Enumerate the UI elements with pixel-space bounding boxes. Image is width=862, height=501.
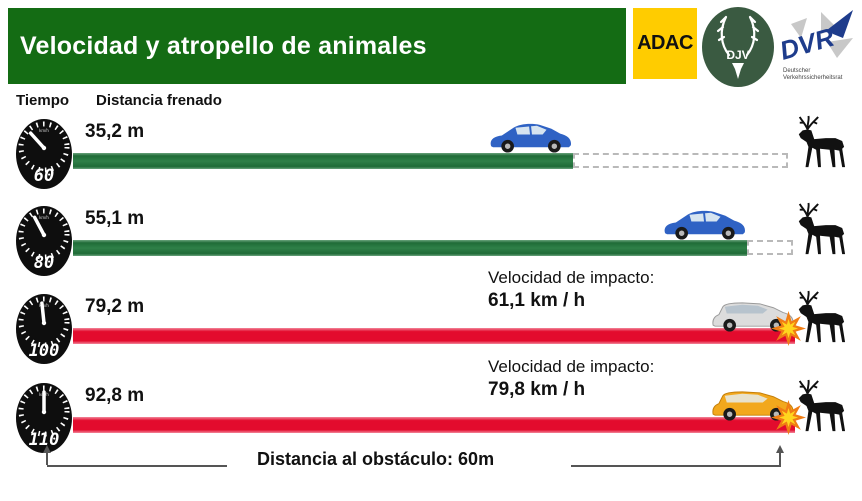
gauge-needle: [40, 301, 46, 325]
deer-icon: [798, 290, 846, 343]
djv-deer-head-icon: [732, 63, 744, 79]
deer-icon: [798, 115, 846, 168]
impact-label: Velocidad de impacto:: [488, 268, 655, 287]
speed-row-60: km/h 60 35,2 m: [0, 115, 862, 203]
impact-annotation: Velocidad de impacto: 61,1 km / h: [488, 268, 654, 312]
speed-row-110: km/h 110 92,8 m Velocidad de impacto: 79…: [0, 357, 862, 467]
djv-antlers-icon: [716, 15, 760, 57]
dvr-subtitle-line1: Deutscher: [783, 68, 811, 74]
braking-distance-bar: [73, 417, 795, 433]
braking-distance-bar: [73, 328, 795, 344]
column-label-distancia: Distancia frenado: [96, 92, 222, 109]
dimension-arrow-left: [43, 445, 51, 453]
dvr-subtitle-line2: Verkehrssicherheitsrat: [783, 75, 843, 81]
gauge-unit-label: km/h: [39, 303, 49, 308]
column-label-tiempo: Tiempo: [16, 92, 70, 109]
djv-logo-text: DJV: [726, 48, 749, 62]
gauge-speed-value: 100: [29, 341, 60, 361]
impact-value: 61,1 km / h: [488, 290, 586, 311]
blue-car-icon: [490, 123, 572, 153]
speedometer-80: km/h 80: [16, 206, 72, 276]
impact-star-icon: [771, 400, 806, 435]
adac-logo: ADAC: [633, 8, 697, 79]
gauge-needle: [32, 215, 46, 237]
gauge-unit-label: km/h: [39, 128, 49, 133]
remaining-distance-dashed-box: [747, 240, 793, 255]
dvr-subtitle: Deutscher Verkehrssicherheitsrat: [783, 68, 842, 82]
braking-distance-label: 92,8 m: [85, 385, 145, 406]
header-banner: Velocidad y atropello de animales: [8, 8, 626, 84]
braking-distance-label: 35,2 m: [85, 121, 145, 142]
page-title: Velocidad y atropello de animales: [20, 31, 427, 60]
impact-annotation: Velocidad de impacto: 79,8 km / h: [488, 357, 654, 401]
dimension-line-left: [47, 465, 227, 467]
gauge-needle: [28, 131, 46, 150]
gauge-speed-value: 110: [29, 430, 60, 450]
dvr-pinwheel-icon: [827, 38, 853, 58]
dvr-logo-text: DVR: [781, 22, 838, 66]
djv-logo: DJV: [702, 7, 774, 87]
impact-star-icon: [771, 311, 806, 346]
dimension-tick-left: [46, 452, 48, 465]
speed-row-80: km/h 80 55,1 m: [0, 202, 862, 290]
remaining-distance-dashed-box: [573, 153, 788, 168]
blue-car-icon: [664, 210, 746, 240]
speedometer-110: km/h 110: [16, 383, 72, 453]
speedometer-60: km/h 60: [16, 119, 72, 189]
adac-logo-text: ADAC: [637, 32, 693, 54]
gauge-speed-value: 80: [34, 253, 54, 273]
deer-icon: [798, 379, 846, 432]
silver-car-icon: [712, 302, 794, 332]
deer-icon: [798, 202, 846, 255]
speedometer-100: km/h 100: [16, 294, 72, 364]
braking-distance-label: 55,1 m: [85, 208, 145, 229]
obstacle-distance-label: Distancia al obstáculo: 60m: [257, 449, 495, 469]
dvr-arrow-icon: [827, 10, 853, 38]
impact-value: 79,8 km / h: [488, 379, 586, 400]
braking-distance-label: 79,2 m: [85, 296, 145, 317]
braking-distance-bar: [73, 240, 747, 256]
speed-row-100: km/h 100 79,2 m Velocidad de impacto: 61…: [0, 268, 862, 378]
dvr-logo: DVR: [781, 10, 853, 66]
dimension-line-right: [571, 465, 781, 467]
braking-distance-bar: [73, 153, 573, 169]
gauge-unit-label: km/h: [39, 215, 49, 220]
gauge-speed-value: 60: [34, 166, 54, 186]
dimension-arrow-right: [776, 445, 784, 453]
impact-label: Velocidad de impacto:: [488, 357, 655, 376]
dvr-pinwheel-icon: [791, 18, 807, 38]
dimension-tick-right: [779, 452, 781, 465]
